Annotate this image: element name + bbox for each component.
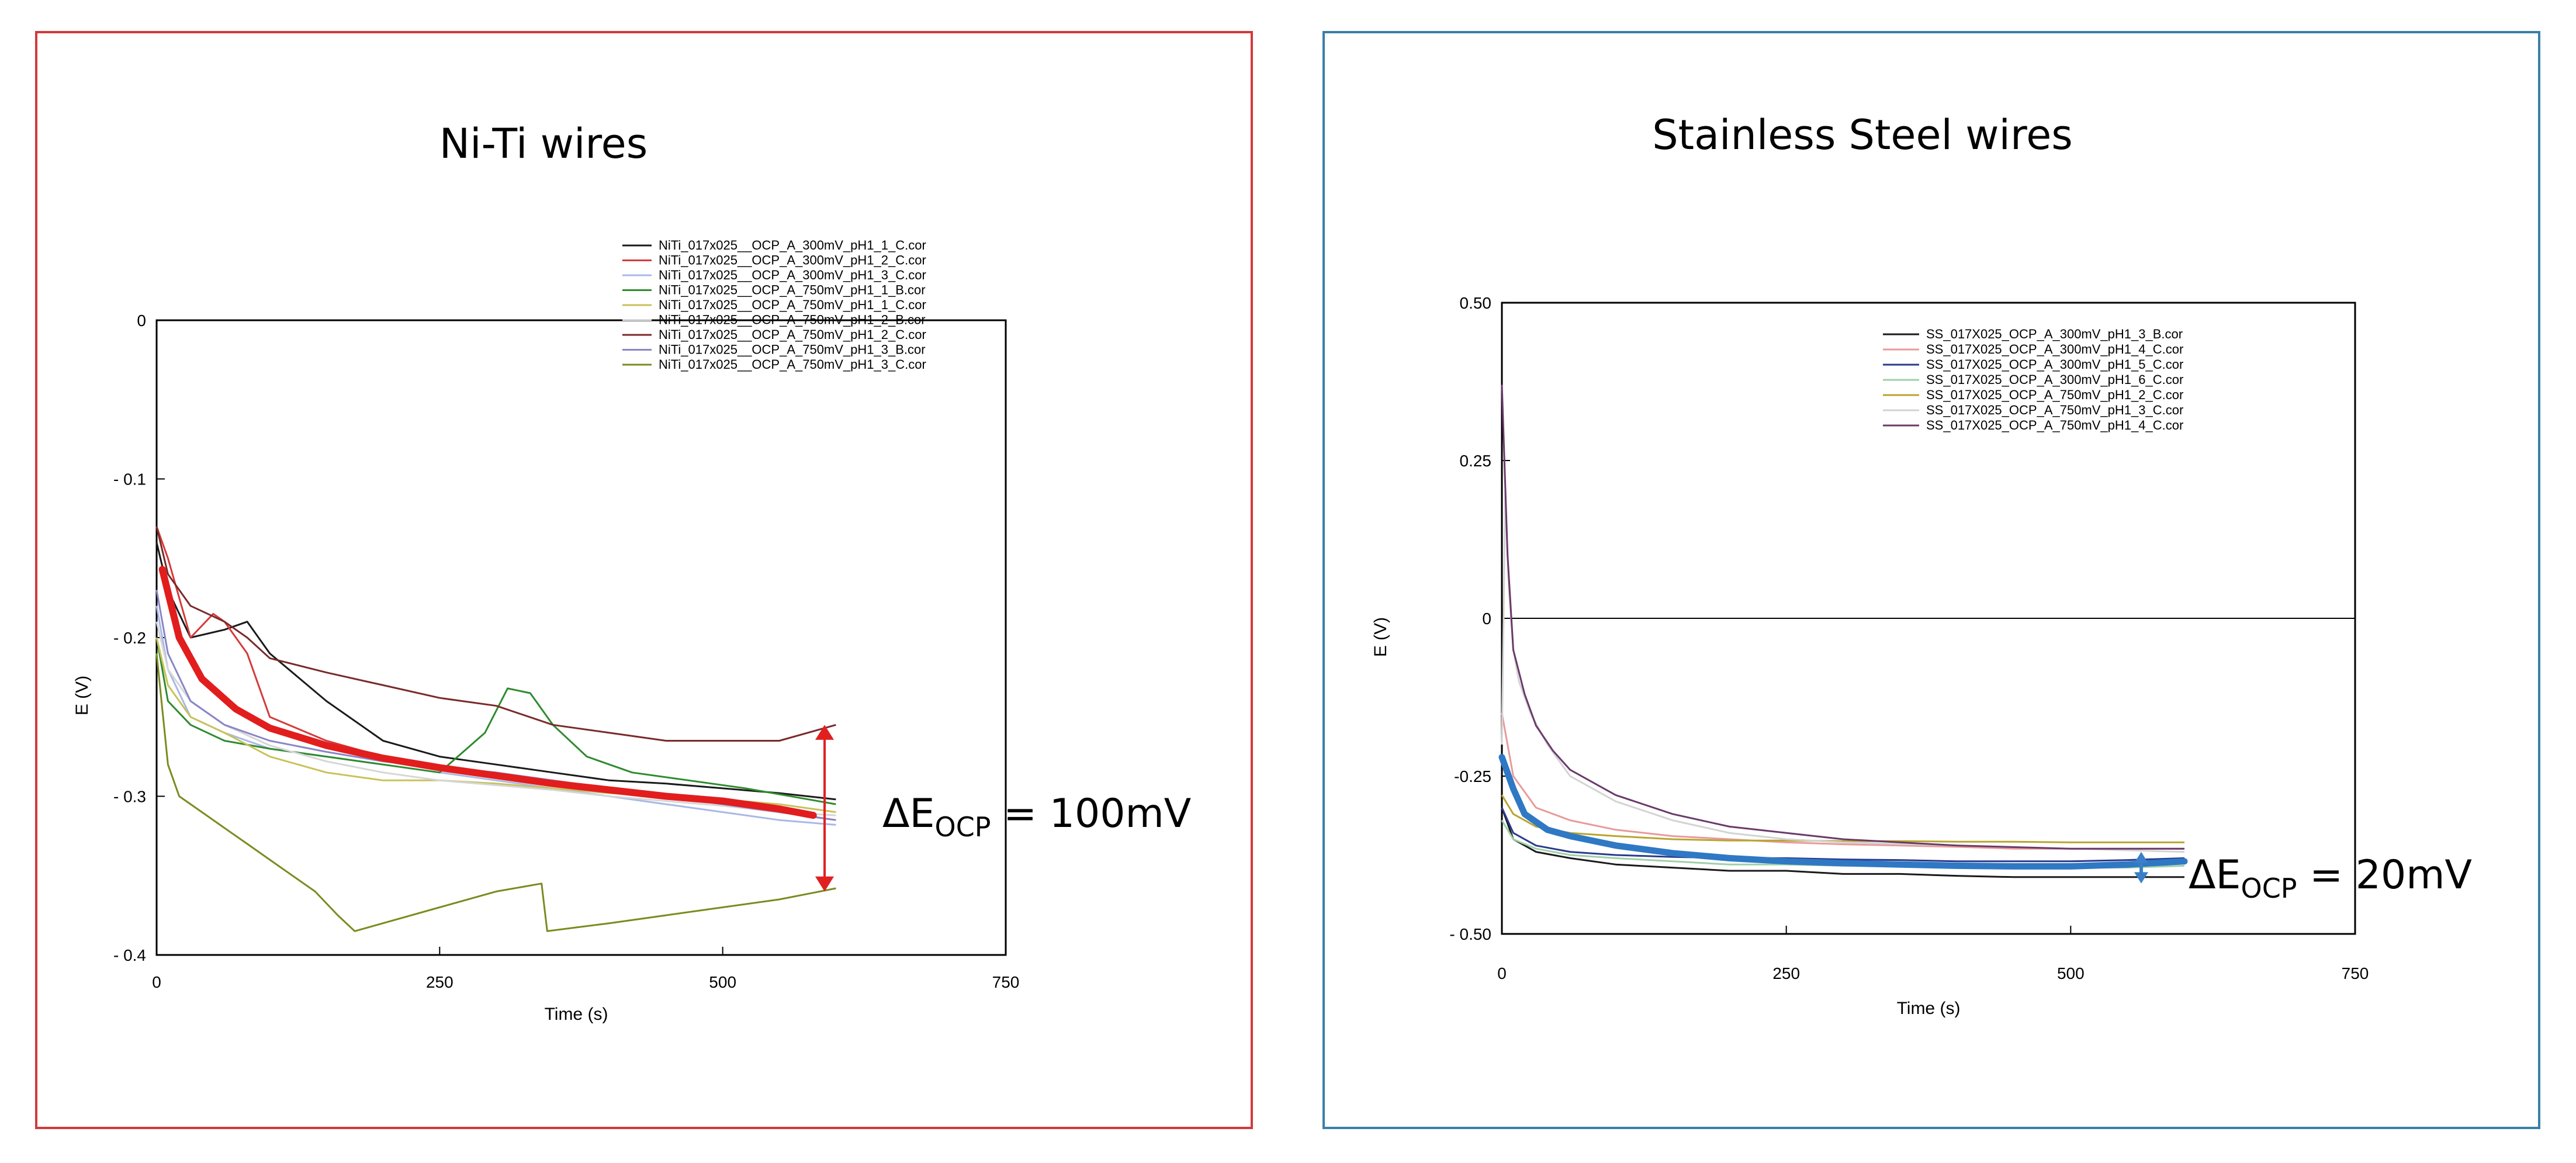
niti-legend-label: NiTi_017x025__OCP_A_300mV_pH1_3_C.cor	[659, 268, 926, 282]
niti-delta-prefix: ΔE	[882, 791, 934, 837]
niti-y-tick-label: - 0.4	[113, 946, 146, 964]
ss-y-tick-label: 0	[1482, 610, 1491, 628]
niti-legend-label: NiTi_017x025__OCP_A_300mV_pH1_1_C.cor	[659, 238, 926, 252]
niti-y-tick-label: 0	[137, 311, 146, 330]
ss-delta-suffix: = 20mV	[2297, 852, 2473, 898]
ss-chart-title: Stainless Steel wires	[1652, 111, 2072, 159]
niti-delta-suffix: = 100mV	[991, 791, 1192, 837]
niti-legend-label: NiTi_017x025__OCP_A_750mV_pH1_3_B.cor	[659, 342, 926, 357]
ss-x-ticks: 0 250 500 750	[1497, 926, 2369, 982]
ss-panel-frame	[1322, 31, 2540, 1129]
niti-trend-group	[158, 566, 817, 819]
ss-y-tick-label: 0.25	[1460, 452, 1492, 470]
ss-x-axis-label: Time (s)	[1897, 999, 1961, 1018]
ss-delta-arrow-head-bottom	[2134, 872, 2149, 884]
niti-chart-title: Ni-Ti wires	[439, 120, 648, 168]
niti-trend-line	[158, 566, 817, 819]
niti-series-line-7	[155, 526, 836, 742]
ss-delta-annotation	[2134, 852, 2149, 884]
ss-x-tick-label: 500	[2057, 964, 2085, 982]
ss-delta-arrow-head-top	[2134, 852, 2149, 863]
ss-y-tick-label: 0.50	[1460, 294, 1492, 312]
niti-series-line-9	[155, 653, 836, 932]
niti-x-tick-label: 750	[992, 973, 1020, 991]
niti-legend-label: NiTi_017x025__OCP_A_750mV_pH1_3_C.cor	[659, 357, 926, 372]
ss-y-tick-label: -0.25	[1454, 767, 1491, 785]
ss-y-axis-label: E (V)	[1371, 617, 1390, 657]
niti-y-tick-label: - 0.2	[113, 629, 146, 647]
ss-delta-subscript: OCP	[2241, 873, 2297, 904]
ss-x-tick-label: 750	[2342, 964, 2369, 982]
niti-delta-arrow-head-bottom	[815, 876, 835, 892]
niti-y-ticks: 0 - 0.1 - 0.2 - 0.3 - 0.4	[113, 311, 165, 964]
niti-y-tick-label: - 0.3	[113, 788, 146, 806]
ss-x-tick-label: 250	[1772, 964, 1800, 982]
ss-legend-label: SS_017X025_OCP_A_300mV_pH1_3_B.cor	[1926, 327, 2183, 341]
niti-plot-area: 0 - 0.1 - 0.2 - 0.3 - 0.4 0 250 500 750 NiTi_01…	[113, 238, 1019, 991]
niti-x-ticks: 0 250 500 750	[152, 947, 1019, 991]
ss-trend-group	[1498, 754, 2188, 870]
niti-x-tick-label: 500	[709, 973, 736, 991]
niti-delta-arrow-head-top	[815, 725, 835, 740]
ss-series-line-1	[1501, 807, 2184, 878]
ss-plot-area: 0.50 0.25 0 -0.25 - 0.50 0 250 500 750 SS_017X0…	[1449, 294, 2369, 982]
niti-axes-box	[155, 319, 1007, 956]
niti-delta-label: ΔEOCP = 100mV	[882, 791, 1191, 843]
niti-delta-annotation	[815, 725, 835, 892]
ss-legend-label: SS_017X025_OCP_A_750mV_pH1_2_C.cor	[1926, 387, 2183, 402]
niti-legend-label: NiTi_017x025__OCP_A_300mV_pH1_2_C.cor	[659, 253, 926, 268]
niti-x-tick-label: 250	[426, 973, 453, 991]
niti-panel-frame	[35, 31, 1253, 1129]
ss-x-tick-label: 0	[1497, 964, 1507, 982]
ss-y-tick-label: - 0.50	[1449, 925, 1491, 943]
ss-legend-label: SS_017X025_OCP_A_300mV_pH1_5_C.cor	[1926, 357, 2183, 372]
ss-legend-label: SS_017X025_OCP_A_300mV_pH1_6_C.cor	[1926, 372, 2183, 387]
ss-legend-label: SS_017X025_OCP_A_300mV_pH1_4_C.cor	[1926, 342, 2183, 356]
niti-x-tick-label: 0	[152, 973, 161, 991]
niti-legend: NiTi_017x025__OCP_A_300mV_pH1_1_C.corNiT…	[622, 238, 926, 372]
niti-x-axis-label: Time (s)	[545, 1005, 608, 1024]
ss-panel: Stainless Steel wires 0.50 0.25 0 -0.25 - 0.…	[1322, 31, 2540, 1129]
niti-y-axis-label: E (V)	[72, 676, 92, 715]
ss-legend-label: SS_017X025_OCP_A_750mV_pH1_4_C.cor	[1926, 418, 2183, 432]
niti-legend-label: NiTi_017x025__OCP_A_750mV_pH1_1_C.cor	[659, 297, 926, 312]
ss-delta-prefix: ΔE	[2189, 852, 2241, 898]
niti-legend-label: NiTi_017x025__OCP_A_750mV_pH1_2_B.cor	[659, 313, 926, 327]
niti-legend-label: NiTi_017x025__OCP_A_750mV_pH1_2_C.cor	[659, 327, 926, 342]
niti-series-line-1	[155, 542, 836, 801]
niti-series-line-4	[155, 637, 836, 805]
ss-series-line-7	[1501, 385, 2184, 850]
niti-delta-subscript: OCP	[934, 811, 991, 843]
niti-panel: Ni-Ti wires 0 - 0.1 - 0.2 - 0.3 - 0.4 0 250 50…	[35, 31, 1253, 1129]
ss-legend-label: SS_017X025_OCP_A_750mV_pH1_3_C.cor	[1926, 403, 2183, 417]
niti-y-tick-label: - 0.1	[113, 470, 146, 489]
ss-y-ticks: 0.50 0.25 0 -0.25 - 0.50	[1449, 294, 2355, 943]
niti-legend-label: NiTi_017x025__OCP_A_750mV_pH1_1_B.cor	[659, 283, 926, 297]
ss-legend: SS_017X025_OCP_A_300mV_pH1_3_B.corSS_017…	[1883, 327, 2183, 432]
ss-delta-label: ΔEOCP = 20mV	[2189, 852, 2472, 904]
ss-trend-line	[1498, 754, 2188, 870]
